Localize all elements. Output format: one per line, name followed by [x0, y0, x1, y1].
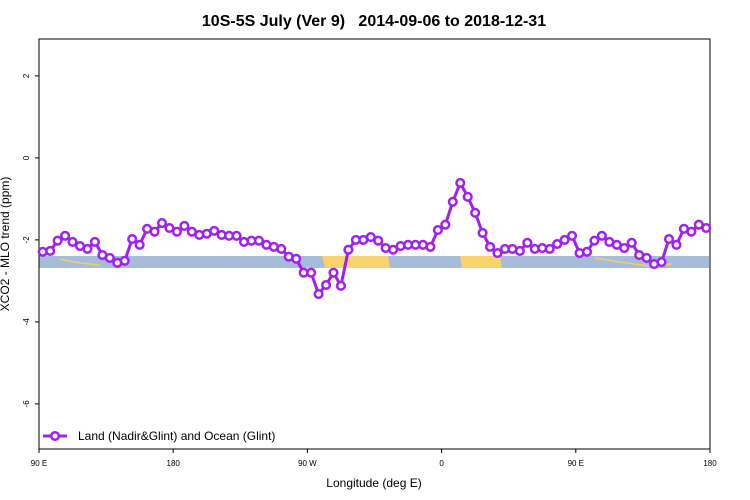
point	[589, 235, 600, 246]
point	[432, 225, 443, 236]
point	[134, 239, 145, 250]
point	[686, 226, 697, 237]
point	[306, 267, 317, 278]
point	[276, 243, 287, 254]
point	[253, 235, 264, 246]
point	[52, 235, 63, 246]
point	[514, 245, 525, 257]
point	[82, 243, 93, 254]
x-tick-label: 180	[167, 459, 181, 468]
point	[596, 230, 607, 241]
y-tick-label: 2	[22, 73, 31, 78]
point	[462, 191, 473, 202]
x-tick-label: 90 E	[568, 459, 584, 468]
point	[559, 234, 570, 245]
point	[127, 234, 138, 245]
y-axis-label: XCO2 - MLO trend (ppm)	[0, 177, 12, 312]
point	[522, 237, 533, 248]
point	[104, 252, 115, 263]
x-tick-label: 180	[703, 459, 717, 468]
x-tick-label: 90 E	[31, 459, 47, 468]
point	[119, 255, 130, 266]
point	[440, 219, 451, 230]
point	[291, 253, 302, 264]
point	[171, 226, 182, 237]
point	[492, 247, 503, 259]
point	[60, 230, 71, 241]
point	[149, 226, 160, 237]
point	[663, 234, 675, 245]
point	[447, 196, 458, 207]
point	[425, 241, 436, 252]
land-band	[322, 256, 348, 268]
point	[656, 256, 667, 268]
plot-frame	[38, 38, 711, 450]
point	[313, 288, 324, 300]
point	[156, 218, 168, 229]
point	[671, 239, 682, 250]
point	[320, 279, 332, 291]
point	[89, 236, 100, 247]
point	[626, 237, 637, 248]
point	[373, 235, 384, 246]
point	[701, 222, 712, 234]
point	[485, 241, 496, 252]
point	[45, 245, 56, 257]
land-band	[460, 256, 502, 268]
point	[231, 230, 242, 241]
point	[619, 243, 630, 254]
point	[343, 244, 354, 255]
point	[641, 252, 652, 263]
point	[179, 220, 190, 232]
land-band	[346, 256, 390, 268]
point	[67, 236, 78, 247]
y-tick-label: -4	[22, 318, 31, 326]
point	[567, 230, 578, 241]
x-tick-label: 0	[439, 459, 444, 468]
point	[552, 238, 563, 250]
point	[477, 227, 488, 238]
x-axis-label: Longitude (deg E)	[326, 476, 421, 490]
surface-strip	[39, 256, 709, 268]
point	[581, 246, 593, 257]
legend-marker	[49, 430, 61, 442]
point	[209, 225, 220, 236]
y-tick-label: -6	[22, 400, 31, 408]
point	[544, 243, 555, 254]
point	[328, 267, 339, 278]
point	[388, 244, 399, 255]
point	[164, 222, 175, 234]
point	[335, 280, 347, 291]
point	[470, 207, 481, 218]
point	[455, 177, 466, 188]
chart-title: 10S-5S July (Ver 9) 2014-09-06 to 2018-1…	[202, 13, 546, 30]
legend-label: Land (Nadir&Glint) and Ocean (Glint)	[78, 429, 275, 443]
point	[365, 231, 376, 243]
y-tick-label: 0	[22, 155, 31, 160]
y-tick-label: -2	[22, 236, 31, 244]
x-tick-label: 90 W	[298, 459, 317, 468]
